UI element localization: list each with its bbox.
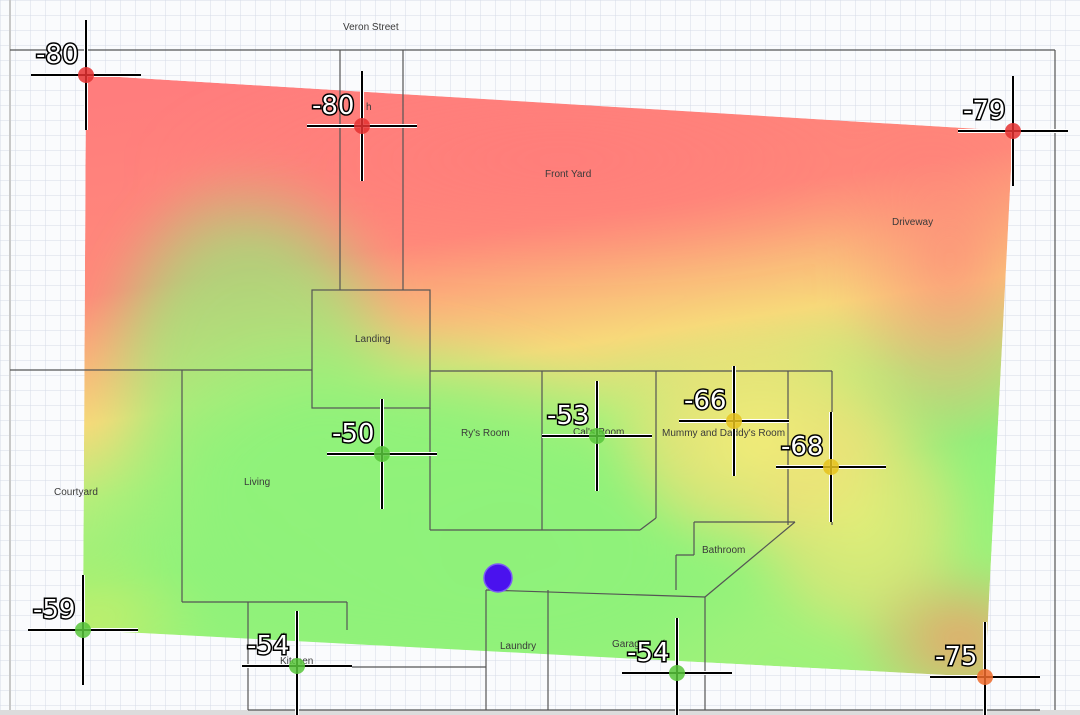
reading-dot: [726, 413, 742, 429]
reading-dot: [1005, 123, 1021, 139]
floor-plan: [10, 49, 1056, 711]
reading-marker[interactable]: -80: [31, 20, 141, 130]
reading-value: -54: [627, 638, 669, 668]
label-laundry: Laundry: [500, 641, 536, 652]
reading-value: -53: [547, 401, 589, 431]
access-point-icon[interactable]: [483, 563, 513, 593]
reading-marker[interactable]: -79: [958, 76, 1068, 186]
reading-dot: [75, 622, 91, 638]
label-front-yard: Front Yard: [545, 169, 591, 180]
reading-dot: [289, 658, 305, 674]
reading-marker[interactable]: -80: [307, 71, 417, 181]
reading-marker[interactable]: -53: [542, 381, 652, 491]
label-rys-room: Ry's Room: [461, 428, 510, 439]
reading-value: -80: [36, 40, 78, 70]
reading-dot: [589, 428, 605, 444]
reading-value: -59: [33, 595, 75, 625]
reading-dot: [354, 118, 370, 134]
label-driveway: Driveway: [892, 217, 933, 228]
reading-marker[interactable]: -59: [28, 575, 138, 685]
reading-value: -54: [247, 631, 289, 661]
reading-marker[interactable]: -68: [776, 412, 886, 522]
reading-marker[interactable]: -54: [242, 611, 352, 715]
reading-dot: [669, 665, 685, 681]
measurement-markers: -80 -80 -79 -50 -53 -66 -68 -59 -54 -54 -75: [28, 20, 1068, 715]
reading-dot: [78, 67, 94, 83]
reading-marker[interactable]: -75: [930, 622, 1040, 715]
reading-value: -68: [781, 432, 823, 462]
reading-value: -66: [684, 386, 726, 416]
reading-value: -79: [963, 96, 1005, 126]
label-courtyard: Courtyard: [54, 487, 98, 498]
reading-marker[interactable]: -66: [679, 366, 789, 476]
label-bathroom: Bathroom: [702, 545, 745, 556]
reading-dot: [823, 459, 839, 475]
reading-value: -75: [935, 642, 977, 672]
label-mummy-daddys-room: Mummy and Daddy's Room: [662, 428, 785, 439]
label-living: Living: [244, 477, 270, 488]
label-porch: h: [366, 102, 372, 113]
reading-marker[interactable]: -50: [327, 399, 437, 509]
reading-dot: [374, 446, 390, 462]
label-landing: Landing: [355, 334, 391, 345]
reading-marker[interactable]: -54: [622, 618, 732, 715]
reading-value: -50: [332, 419, 374, 449]
signal-heatmap: [83, 75, 1013, 677]
reading-dot: [977, 669, 993, 685]
label-garage: Garage: [612, 639, 646, 650]
reading-value: -80: [312, 91, 354, 121]
bottom-scrollbar[interactable]: [0, 710, 1080, 715]
label-street: Veron Street: [343, 22, 399, 33]
